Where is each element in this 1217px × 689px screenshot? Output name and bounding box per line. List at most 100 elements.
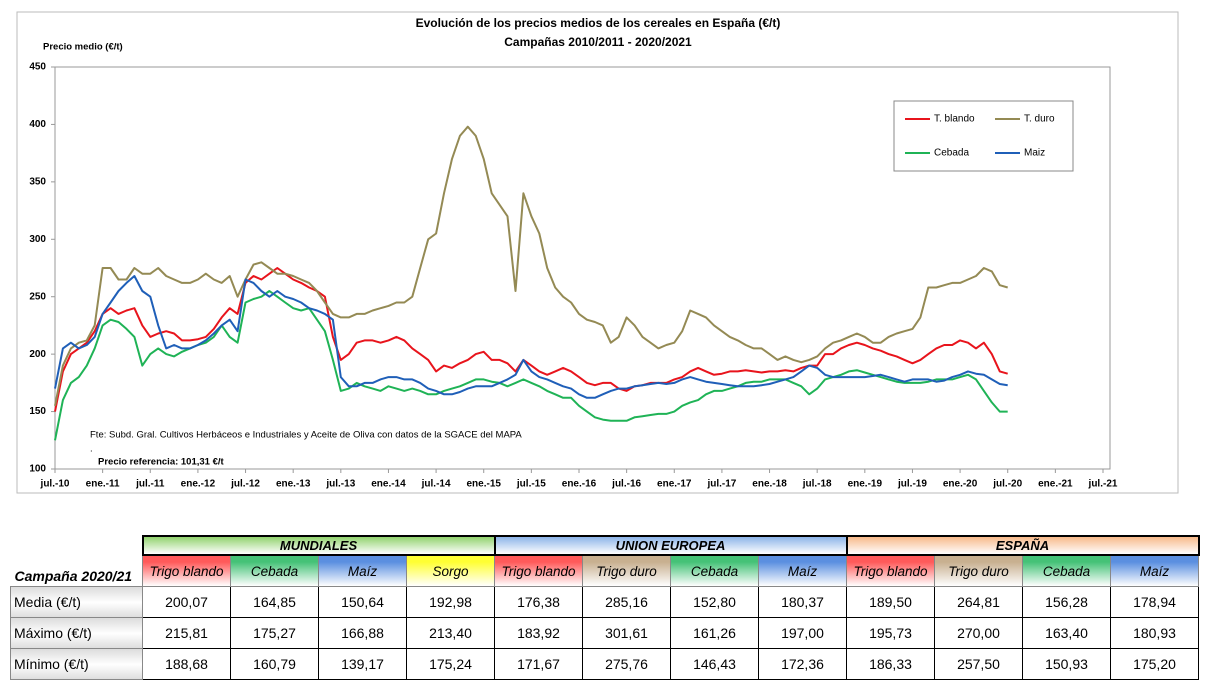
legend-label: Maiz (1024, 148, 1045, 159)
data-row: Media (€/t) 200,07 164,85 150,64 192,98 176,3… (10, 586, 1199, 618)
row-label: Media (€/t) (10, 586, 143, 618)
cell: 175,27 (230, 617, 319, 649)
cell: 163,40 (1022, 617, 1111, 649)
cell: 152,80 (670, 586, 759, 618)
x-tick-label: jul.-18 (802, 479, 832, 490)
cell: 183,92 (494, 617, 583, 649)
x-tick-label: jul.-16 (611, 479, 641, 490)
cell: 301,61 (582, 617, 671, 649)
x-tick-label: jul.-15 (516, 479, 546, 490)
cell: 215,81 (142, 617, 231, 649)
column-header: Maíz (758, 554, 847, 587)
x-tick-label: ene.-21 (1038, 479, 1073, 490)
x-tick-label: ene.-14 (371, 479, 406, 490)
row-label: Mínimo (€/t) (10, 648, 143, 680)
cell: 176,38 (494, 586, 583, 618)
column-header: Cebada (1022, 554, 1111, 587)
cell: 175,20 (1110, 648, 1199, 680)
column-header: Maíz (318, 554, 407, 587)
column-header: Trigo duro (582, 554, 671, 587)
cell: 197,00 (758, 617, 847, 649)
cell: 150,64 (318, 586, 407, 618)
cell: 178,94 (1110, 586, 1199, 618)
x-tick-label: jul.-11 (135, 479, 165, 490)
cell: 200,07 (142, 586, 231, 618)
cell: 186,33 (846, 648, 935, 680)
chart: Evolución de los precios medios de los c… (16, 11, 1179, 494)
cell: 180,37 (758, 586, 847, 618)
cell: 257,50 (934, 648, 1023, 680)
cell: 195,73 (846, 617, 935, 649)
reference-note: Precio referencia: 101,31 €/t (98, 457, 225, 468)
price-table: Campaña 2020/21 MUNDIALES UNION EUROPEA ESP… (10, 535, 1200, 680)
cell: 139,17 (318, 648, 407, 680)
x-tick-label: jul.-19 (897, 479, 927, 490)
y-tick-label: 200 (29, 349, 46, 360)
cell: 192,98 (406, 586, 495, 618)
column-header: Cebada (230, 554, 319, 587)
group-header: UNION EUROPEA (493, 535, 848, 556)
legend-label: Cebada (934, 148, 969, 159)
y-tick-label: 400 (29, 119, 46, 130)
y-tick-label: 250 (29, 291, 46, 302)
column-header: Sorgo (406, 554, 495, 587)
x-tick-label: jul.-17 (706, 479, 736, 490)
x-tick-label: ene.-15 (466, 479, 501, 490)
group-row: Campaña 2020/21 MUNDIALES UNION EUROPEA ESP… (11, 535, 1200, 584)
x-tick-label: ene.-17 (657, 479, 692, 490)
cell: 166,88 (318, 617, 407, 649)
cell: 171,67 (494, 648, 583, 680)
column-header: Trigo blando (846, 554, 935, 587)
series-line (54, 275, 1008, 399)
cell: 156,28 (1022, 586, 1111, 618)
y-tick-label: 350 (29, 176, 46, 187)
x-tick-label: jul.-21 (1088, 479, 1118, 490)
x-tick-label: ene.-13 (276, 479, 311, 490)
cell: 175,24 (406, 648, 495, 680)
row-label: Máximo (€/t) (10, 617, 143, 649)
chart-frame (16, 11, 1179, 494)
x-tick-label: ene.-11 (86, 479, 120, 490)
legend-label: T. blando (934, 114, 975, 125)
chart-subtitle: Campañas 2010/2011 - 2020/2021 (504, 35, 692, 49)
cell: 164,85 (230, 586, 319, 618)
cell: 285,16 (582, 586, 671, 618)
legend-label: T. duro (1024, 114, 1055, 125)
column-header: Trigo duro (934, 554, 1023, 587)
x-tick-label: ene.-19 (848, 479, 883, 490)
series-line (54, 290, 1008, 441)
cell: 189,50 (846, 586, 935, 618)
y-tick-label: 100 (29, 464, 46, 475)
series-line (54, 125, 1008, 406)
cell: 150,93 (1022, 648, 1111, 680)
plot-area (54, 66, 1111, 470)
cell: 146,43 (670, 648, 759, 680)
cell: 180,93 (1110, 617, 1199, 649)
cell: 264,81 (934, 586, 1023, 618)
data-row: Mínimo (€/t) 188,68 160,79 139,17 175,24 171,… (10, 648, 1199, 680)
column-header: Trigo blando (494, 554, 583, 587)
group-header: MUNDIALES (141, 535, 496, 556)
group-header: ESPAÑA (845, 535, 1200, 556)
x-tick-label: jul.-12 (230, 479, 260, 490)
y-tick-label: 450 (29, 62, 46, 73)
x-tick-label: jul.-14 (421, 479, 451, 490)
column-header: Trigo blando (142, 554, 231, 587)
column-header: Maíz (1110, 554, 1199, 587)
x-tick-label: ene.-20 (943, 479, 978, 490)
source-note: Fte: Subd. Gral. Cultivos Herbáceos e In… (90, 430, 522, 441)
column-header: Cebada (670, 554, 759, 587)
x-tick-label: ene.-16 (562, 479, 597, 490)
cell: 270,00 (934, 617, 1023, 649)
cell: 160,79 (230, 648, 319, 680)
x-tick-label: ene.-12 (181, 479, 216, 490)
series-line (54, 267, 1008, 412)
x-tick-label: jul.-10 (40, 479, 70, 490)
corner-label: Campaña 2020/21 (14, 568, 133, 584)
y-tick-label: 300 (29, 234, 46, 245)
column-row: Trigo blando Cebada Maíz Sorgo Trigo blando T… (11, 554, 1199, 587)
dot-note: . (90, 444, 93, 455)
cell: 161,26 (670, 617, 759, 649)
chart-title: Evolución de los precios medios de los c… (416, 16, 781, 30)
